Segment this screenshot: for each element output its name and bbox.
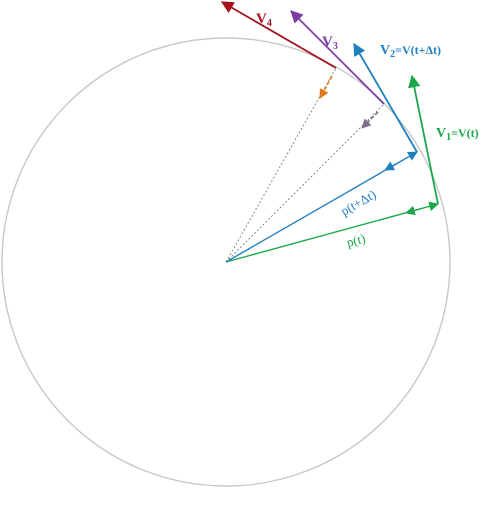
label-p-t: p(t) <box>345 231 367 250</box>
radius-vector-p-t <box>225 201 439 263</box>
velocity-vector-v1 <box>408 74 439 205</box>
inward-arrow-green <box>405 205 421 216</box>
dotted-radius-v3 <box>225 103 385 263</box>
inward-arrow-orange <box>319 75 333 99</box>
label-v4: V4 <box>256 11 272 29</box>
velocity-vector-v4 <box>220 1 337 69</box>
label-v2: V2=V(t+Δt) <box>380 43 441 60</box>
velocity-vector-v3 <box>290 10 385 105</box>
velocity-vector-v2 <box>353 42 418 153</box>
orbit-circle <box>1 37 451 487</box>
label-v3: V3 <box>322 34 338 52</box>
dotted-radius-v4 <box>225 67 337 263</box>
label-p-t-dt: p(t+Δt) <box>338 187 378 219</box>
inward-arrow-gray-purple <box>361 111 379 129</box>
label-v1: V1=V(t) <box>436 126 479 143</box>
inward-arrow-blue <box>384 161 399 171</box>
